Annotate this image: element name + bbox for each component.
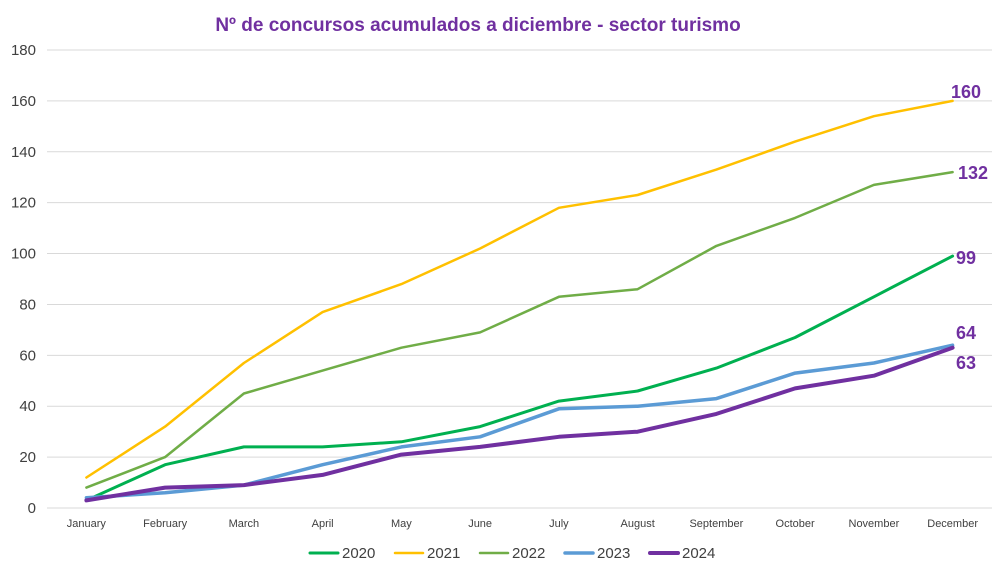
series-line-2023 (84, 343, 955, 500)
y-tick-label: 120 (11, 195, 36, 212)
y-axis-ticks: 0 20 40 60 80 100 120 140 160 180 (11, 42, 36, 517)
x-tick-label: August (621, 518, 655, 530)
series-line-2020 (84, 254, 955, 502)
y-tick-label: 80 (19, 296, 36, 313)
x-tick-label: July (549, 518, 569, 530)
y-tick-label: 0 (28, 500, 36, 517)
x-tick-label: March (229, 518, 260, 530)
end-label-2023: 64 (956, 323, 976, 343)
x-tick-label: May (391, 518, 412, 530)
series-line-2021 (85, 99, 954, 479)
x-tick-label: February (143, 518, 188, 530)
series-line-2024 (84, 345, 955, 503)
x-tick-label: November (849, 518, 900, 530)
y-tick-label: 140 (11, 144, 36, 161)
end-label-2022: 132 (958, 163, 988, 183)
y-tick-label: 60 (19, 347, 36, 364)
y-tick-label: 40 (19, 398, 36, 415)
legend-label-2021: 2021 (427, 545, 460, 562)
end-label-2021: 160 (951, 82, 981, 102)
x-tick-label: October (776, 518, 815, 530)
y-tick-label: 20 (19, 449, 36, 466)
series-line-2022 (85, 170, 954, 489)
x-axis-ticks: January February March April May June July Augu… (67, 518, 979, 530)
x-tick-label: April (312, 518, 334, 530)
legend-label-2020: 2020 (342, 545, 375, 562)
x-tick-label: September (689, 518, 743, 530)
legend-label-2024: 2024 (682, 545, 715, 562)
end-labels: 99 160 132 64 63 (951, 82, 988, 373)
x-tick-label: December (927, 518, 978, 530)
x-tick-label: January (67, 518, 107, 530)
legend: 2020 2021 2022 2023 2024 (308, 545, 715, 562)
y-tick-label: 160 (11, 93, 36, 110)
series-lines (84, 99, 955, 503)
end-label-2020: 99 (956, 248, 976, 268)
legend-label-2023: 2023 (597, 545, 630, 562)
end-label-2024: 63 (956, 353, 976, 373)
chart-title: Nº de concursos acumulados a diciembre -… (215, 15, 740, 36)
y-tick-label: 180 (11, 42, 36, 59)
legend-label-2022: 2022 (512, 545, 545, 562)
x-tick-label: June (468, 518, 492, 530)
y-tick-label: 100 (11, 246, 36, 263)
